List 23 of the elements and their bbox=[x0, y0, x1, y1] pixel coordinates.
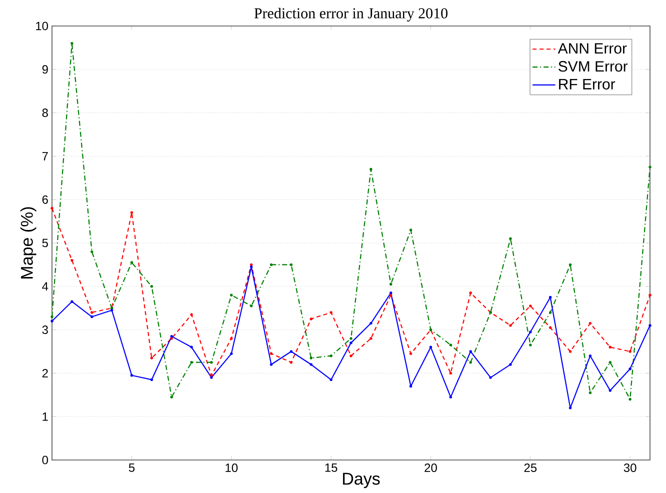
y-tick-label: 0 bbox=[42, 456, 48, 464]
y-tick-label: 10 bbox=[36, 22, 48, 30]
legend-label: SVM Error bbox=[558, 61, 628, 72]
y-axis-title: Mape (%) bbox=[20, 207, 36, 278]
x-axis-title: Days bbox=[343, 472, 380, 488]
y-tick-label: 1 bbox=[42, 412, 48, 421]
x-tick-label: 15 bbox=[325, 464, 338, 472]
legend-label: ANN Error bbox=[558, 43, 627, 54]
x-tick-label: 20 bbox=[424, 464, 437, 472]
legend-label: RF Error bbox=[559, 79, 616, 90]
y-tick-label: 8 bbox=[42, 108, 48, 118]
x-tick-label: 25 bbox=[524, 464, 537, 472]
x-tick-label: 5 bbox=[128, 464, 135, 472]
y-tick-label: 9 bbox=[42, 65, 48, 74]
x-tick-label: 10 bbox=[226, 464, 238, 472]
y-tick-label: 4 bbox=[42, 282, 48, 291]
chart-title: Prediction error in January 2010 bbox=[254, 8, 448, 22]
y-tick-label: 6 bbox=[42, 195, 48, 204]
x-tick-label: 30 bbox=[624, 464, 636, 472]
y-tick-label: 2 bbox=[42, 369, 48, 378]
y-tick-label: 5 bbox=[42, 238, 48, 248]
y-tick-label: 3 bbox=[42, 326, 48, 334]
y-tick-label: 7 bbox=[42, 152, 48, 160]
